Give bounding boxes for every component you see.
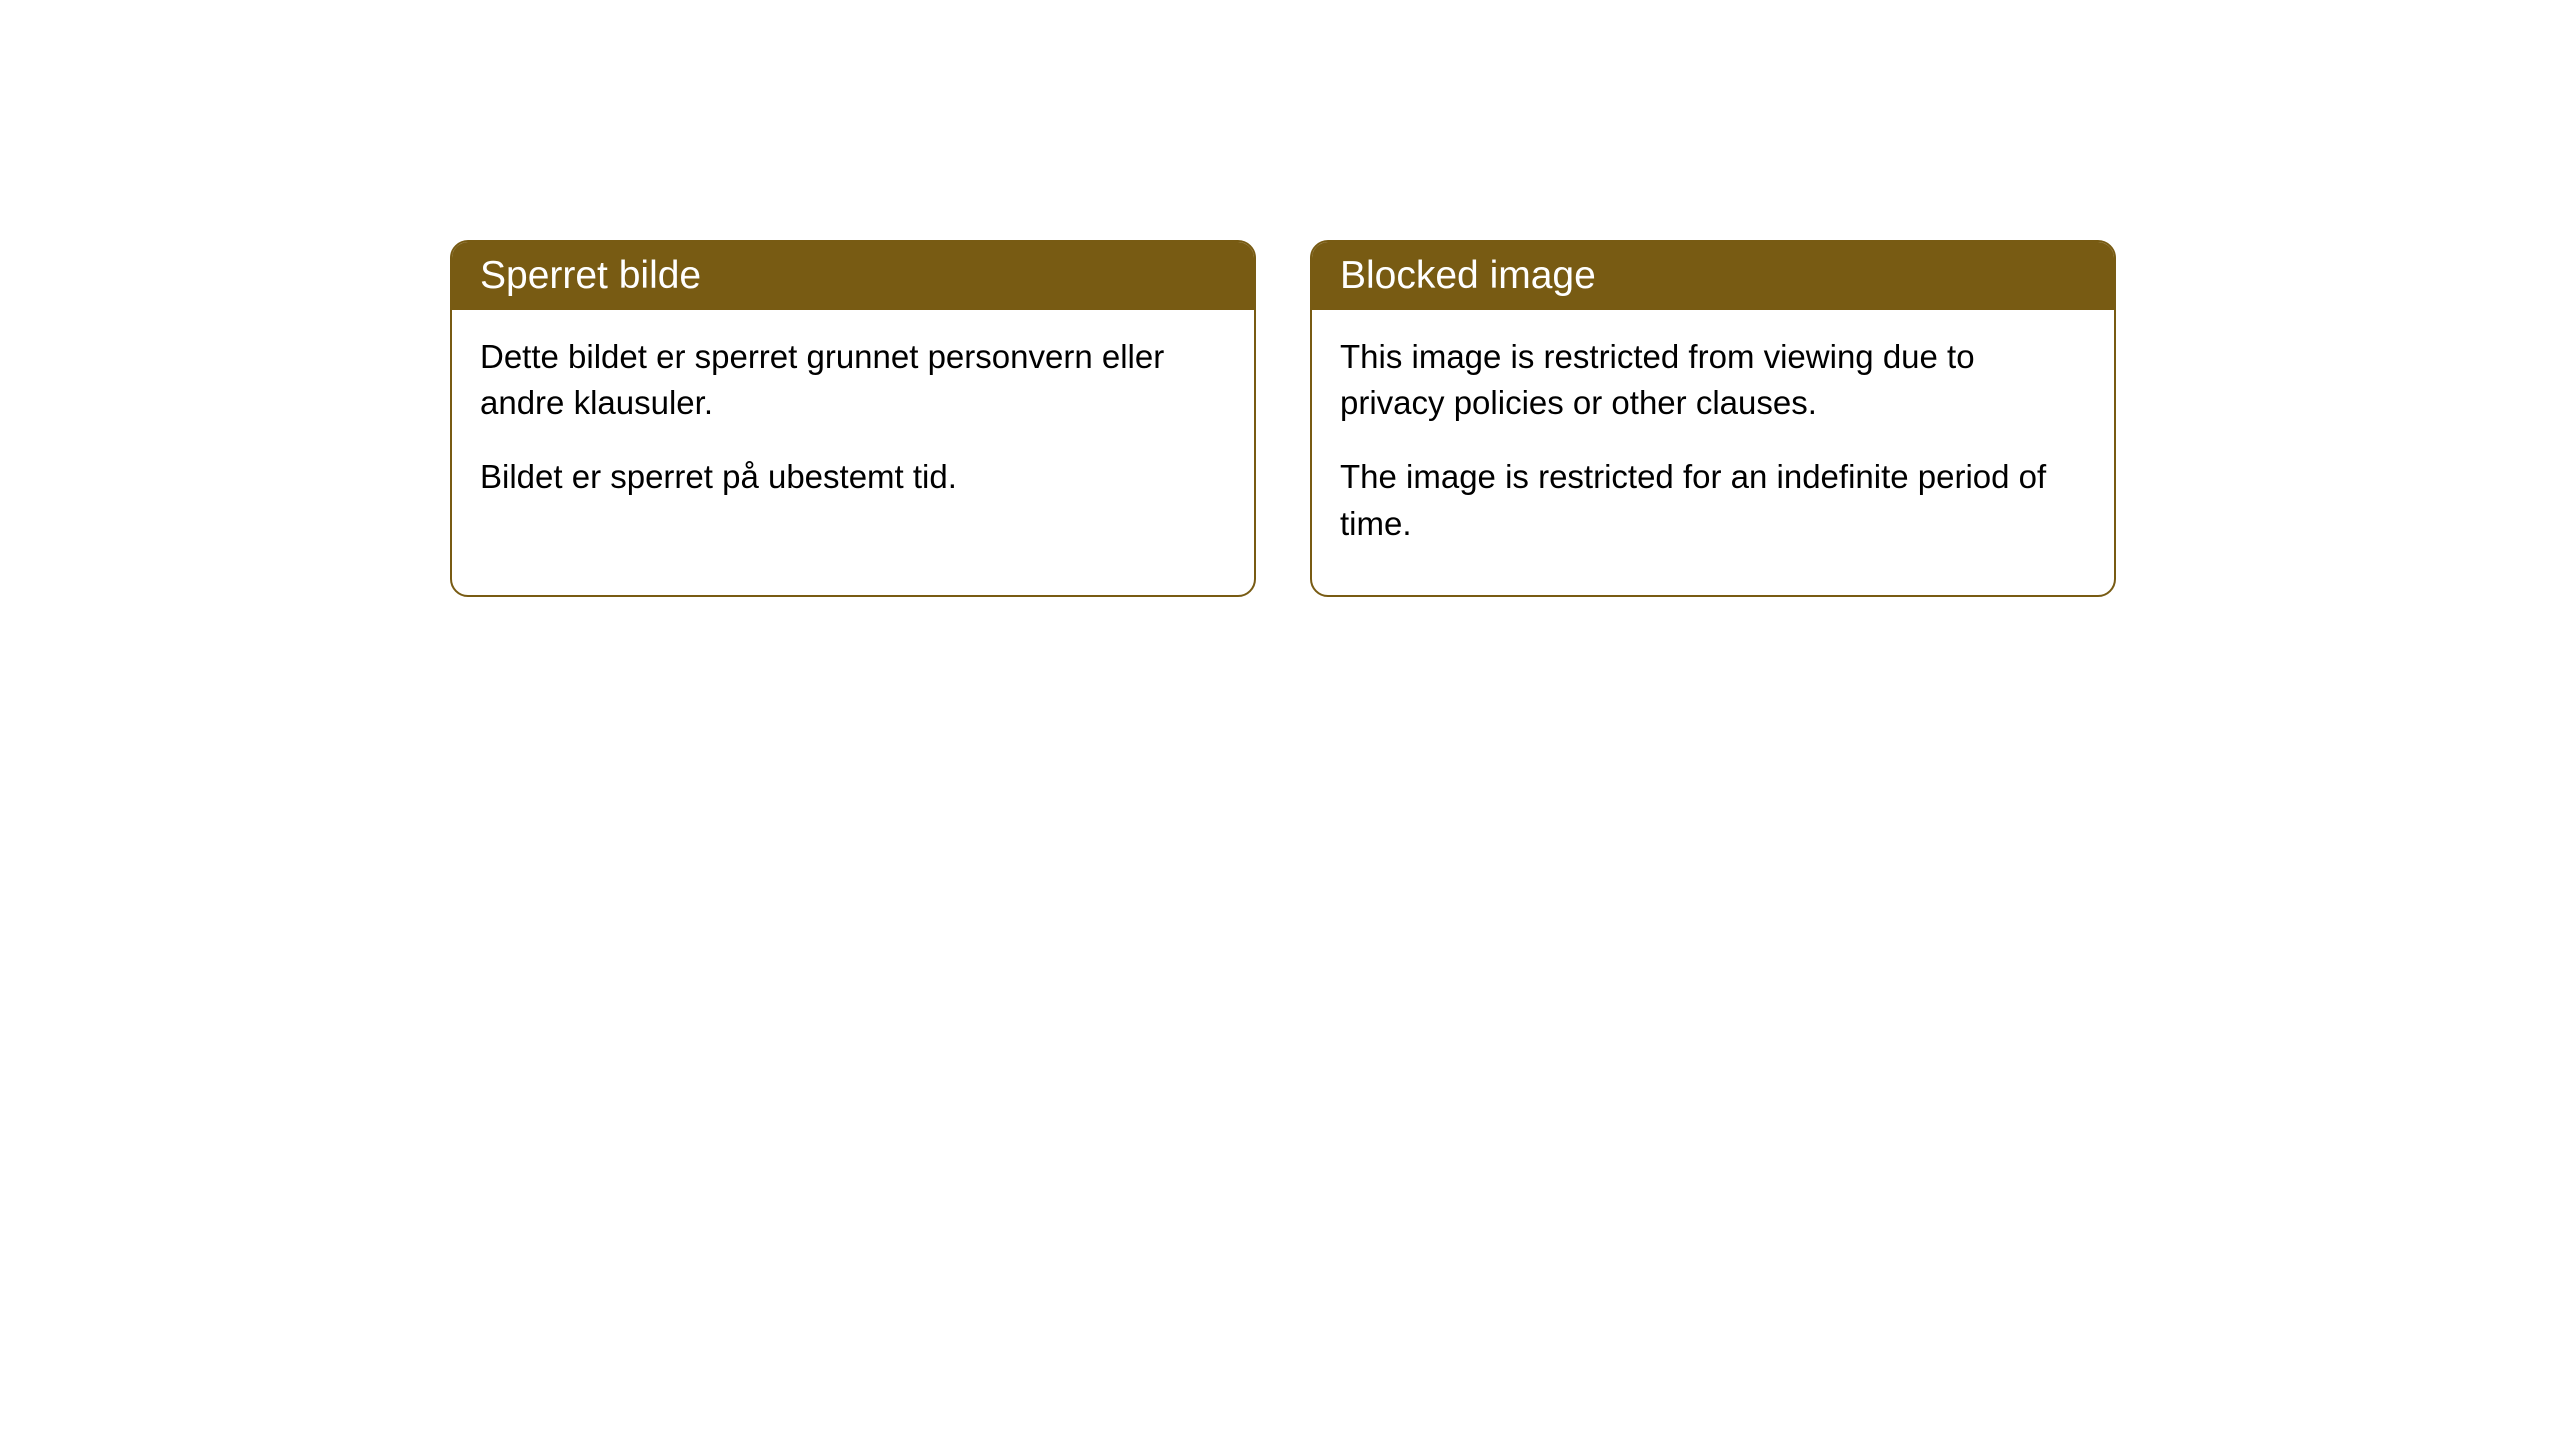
notice-card-english: Blocked image This image is restricted f…: [1310, 240, 2116, 597]
card-body: This image is restricted from viewing du…: [1312, 310, 2114, 595]
card-title: Blocked image: [1340, 254, 1596, 297]
card-header: Blocked image: [1312, 242, 2114, 310]
card-header: Sperret bilde: [452, 242, 1254, 310]
card-paragraph: Bildet er sperret på ubestemt tid.: [480, 454, 1226, 500]
card-paragraph: The image is restricted for an indefinit…: [1340, 454, 2086, 546]
card-paragraph: Dette bildet er sperret grunnet personve…: [480, 334, 1226, 426]
card-title: Sperret bilde: [480, 254, 701, 297]
notice-container: Sperret bilde Dette bildet er sperret gr…: [0, 0, 2560, 597]
card-body: Dette bildet er sperret grunnet personve…: [452, 310, 1254, 549]
notice-card-norwegian: Sperret bilde Dette bildet er sperret gr…: [450, 240, 1256, 597]
card-paragraph: This image is restricted from viewing du…: [1340, 334, 2086, 426]
